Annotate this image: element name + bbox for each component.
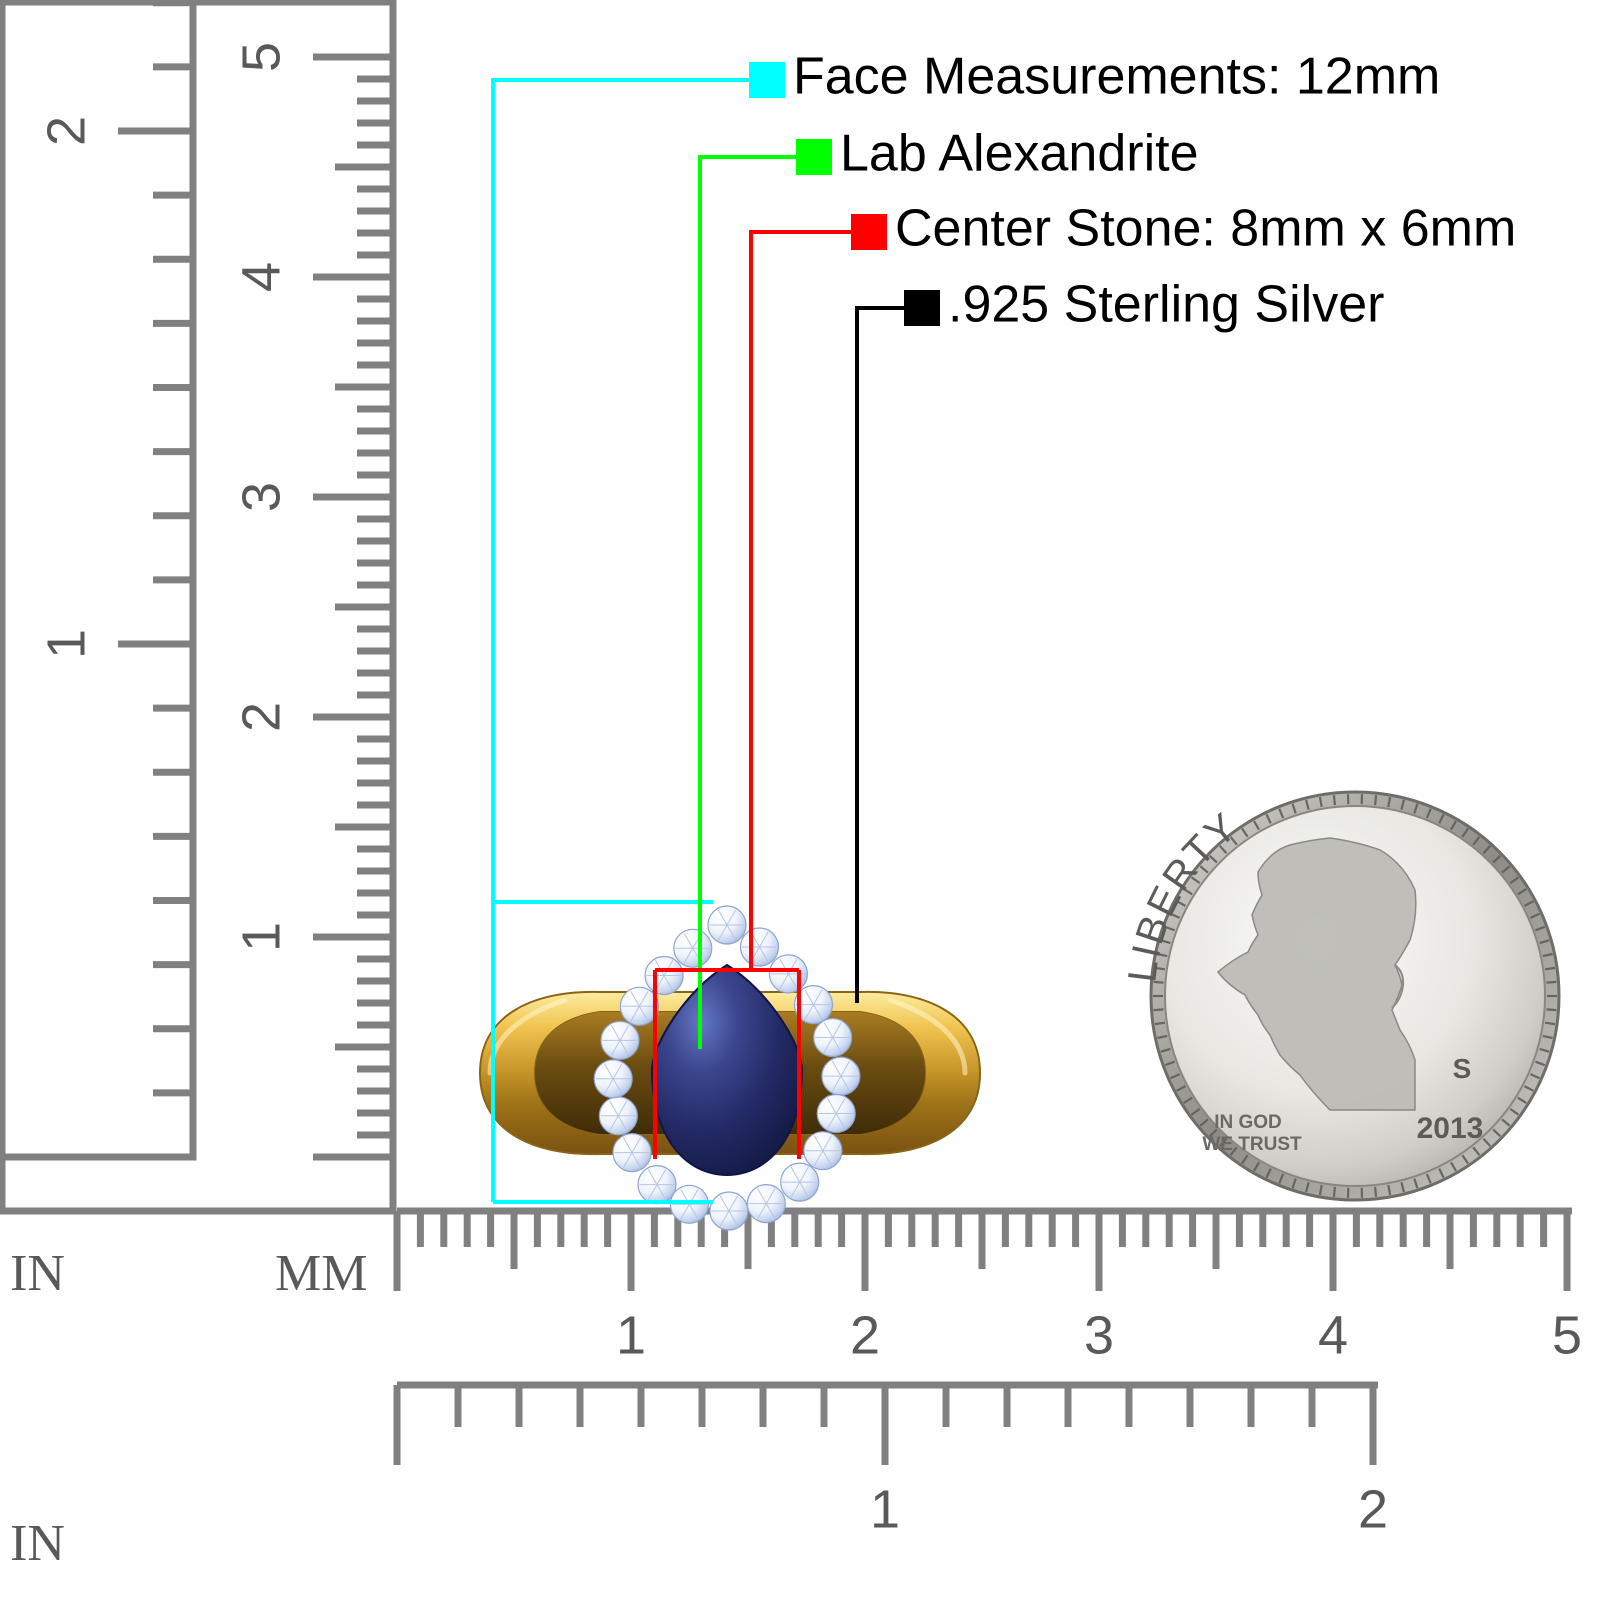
svg-text:5: 5 (1552, 1305, 1582, 1365)
svg-text:Center Stone: 8mm x 6mm: Center Stone: 8mm x 6mm (895, 200, 1516, 258)
svg-text:1: 1 (231, 922, 291, 952)
svg-text:IN: IN (10, 1245, 65, 1302)
svg-text:5: 5 (231, 42, 291, 72)
svg-text:MM: MM (275, 1245, 367, 1302)
svg-text:Lab Alexandrite: Lab Alexandrite (840, 125, 1199, 183)
svg-text:Face Measurements: 12mm: Face Measurements: 12mm (793, 48, 1440, 106)
svg-text:4: 4 (231, 262, 291, 292)
svg-text:2: 2 (231, 702, 291, 732)
svg-text:2: 2 (36, 116, 96, 146)
svg-text:.925 Sterling Silver: .925 Sterling Silver (948, 276, 1384, 334)
svg-text:3: 3 (231, 482, 291, 512)
svg-text:2: 2 (850, 1305, 880, 1365)
svg-text:1: 1 (616, 1305, 646, 1365)
svg-text:S: S (1453, 1053, 1472, 1084)
svg-text:4: 4 (1318, 1305, 1348, 1365)
svg-text:IN: IN (10, 1515, 65, 1572)
svg-text:IN GOD: IN GOD (1214, 1112, 1282, 1133)
svg-text:2: 2 (1358, 1479, 1388, 1539)
svg-text:2013: 2013 (1417, 1112, 1484, 1145)
svg-text:1: 1 (36, 629, 96, 659)
svg-text:WE TRUST: WE TRUST (1202, 1134, 1302, 1155)
svg-text:1: 1 (870, 1479, 900, 1539)
svg-text:3: 3 (1084, 1305, 1114, 1365)
